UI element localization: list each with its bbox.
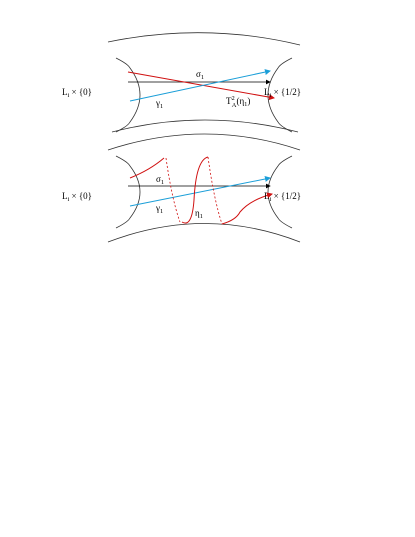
boundary — [267, 155, 293, 229]
label-part: σ — [196, 69, 201, 79]
right-label: Li × {1/2} — [264, 191, 301, 203]
label-part: L — [62, 87, 68, 97]
label-part: × {0} — [69, 191, 92, 201]
left-label: Li × {0} — [62, 191, 92, 203]
label-part: i — [67, 196, 69, 203]
sigma-label: σ1 — [156, 174, 164, 186]
label-part: 1 — [161, 179, 164, 186]
label-part: 1 — [160, 103, 163, 110]
boundary — [115, 57, 141, 133]
eta-curve — [221, 192, 273, 225]
eta-curve-hidden — [207, 156, 223, 225]
boundary — [107, 133, 301, 151]
label-part: i — [67, 92, 69, 99]
eta-curve — [129, 157, 165, 179]
bottom-panel: Li × {0} Li × {1/2} σ1 γ1 η1 — [62, 133, 301, 243]
boundary — [107, 223, 301, 243]
label-part: L — [264, 87, 270, 97]
label-part: i — [270, 92, 272, 99]
label-part: 1 — [200, 213, 203, 220]
gamma-label: γ1 — [155, 203, 163, 215]
label-part: 1 — [244, 101, 247, 108]
label-part: 1 — [201, 74, 204, 81]
label-part: γ — [155, 98, 160, 108]
boundary — [111, 119, 299, 133]
label-part: 1 — [160, 208, 163, 215]
gamma-label: γ1 — [155, 98, 163, 110]
label-part: × {1/2} — [271, 87, 301, 97]
twist-label: T2 A(η1) — [226, 95, 250, 109]
top-panel: Li × {0} Li × {1/2} σ1 γ1 T2 A(η1) — [62, 32, 301, 133]
left-label: Li × {0} — [62, 87, 92, 99]
label-part: η — [195, 208, 200, 218]
right-label: Li × {1/2} — [264, 87, 301, 99]
label-part: L — [62, 191, 68, 201]
boundary — [115, 155, 141, 229]
label-part: (η — [236, 96, 244, 106]
label-part: A — [232, 102, 237, 109]
twist-arrow — [127, 71, 275, 101]
boundary — [267, 57, 293, 133]
label-part: L — [264, 191, 270, 201]
label-part: T — [226, 96, 232, 106]
label-part: i — [270, 196, 272, 203]
label-part: γ — [155, 203, 160, 213]
eta-label: η1 — [195, 208, 203, 220]
label-part: σ — [156, 174, 161, 184]
label-part: × {0} — [69, 87, 92, 97]
sigma-label: σ1 — [196, 69, 204, 81]
boundary — [107, 32, 301, 46]
eta-curve-hidden — [165, 157, 181, 223]
label-part: × {1/2} — [271, 191, 301, 201]
eta-curve — [181, 156, 209, 224]
label-part: 2 — [232, 95, 235, 102]
gamma-arrow — [129, 176, 271, 207]
label-part: ) — [247, 96, 250, 106]
gamma-arrow — [129, 69, 271, 102]
